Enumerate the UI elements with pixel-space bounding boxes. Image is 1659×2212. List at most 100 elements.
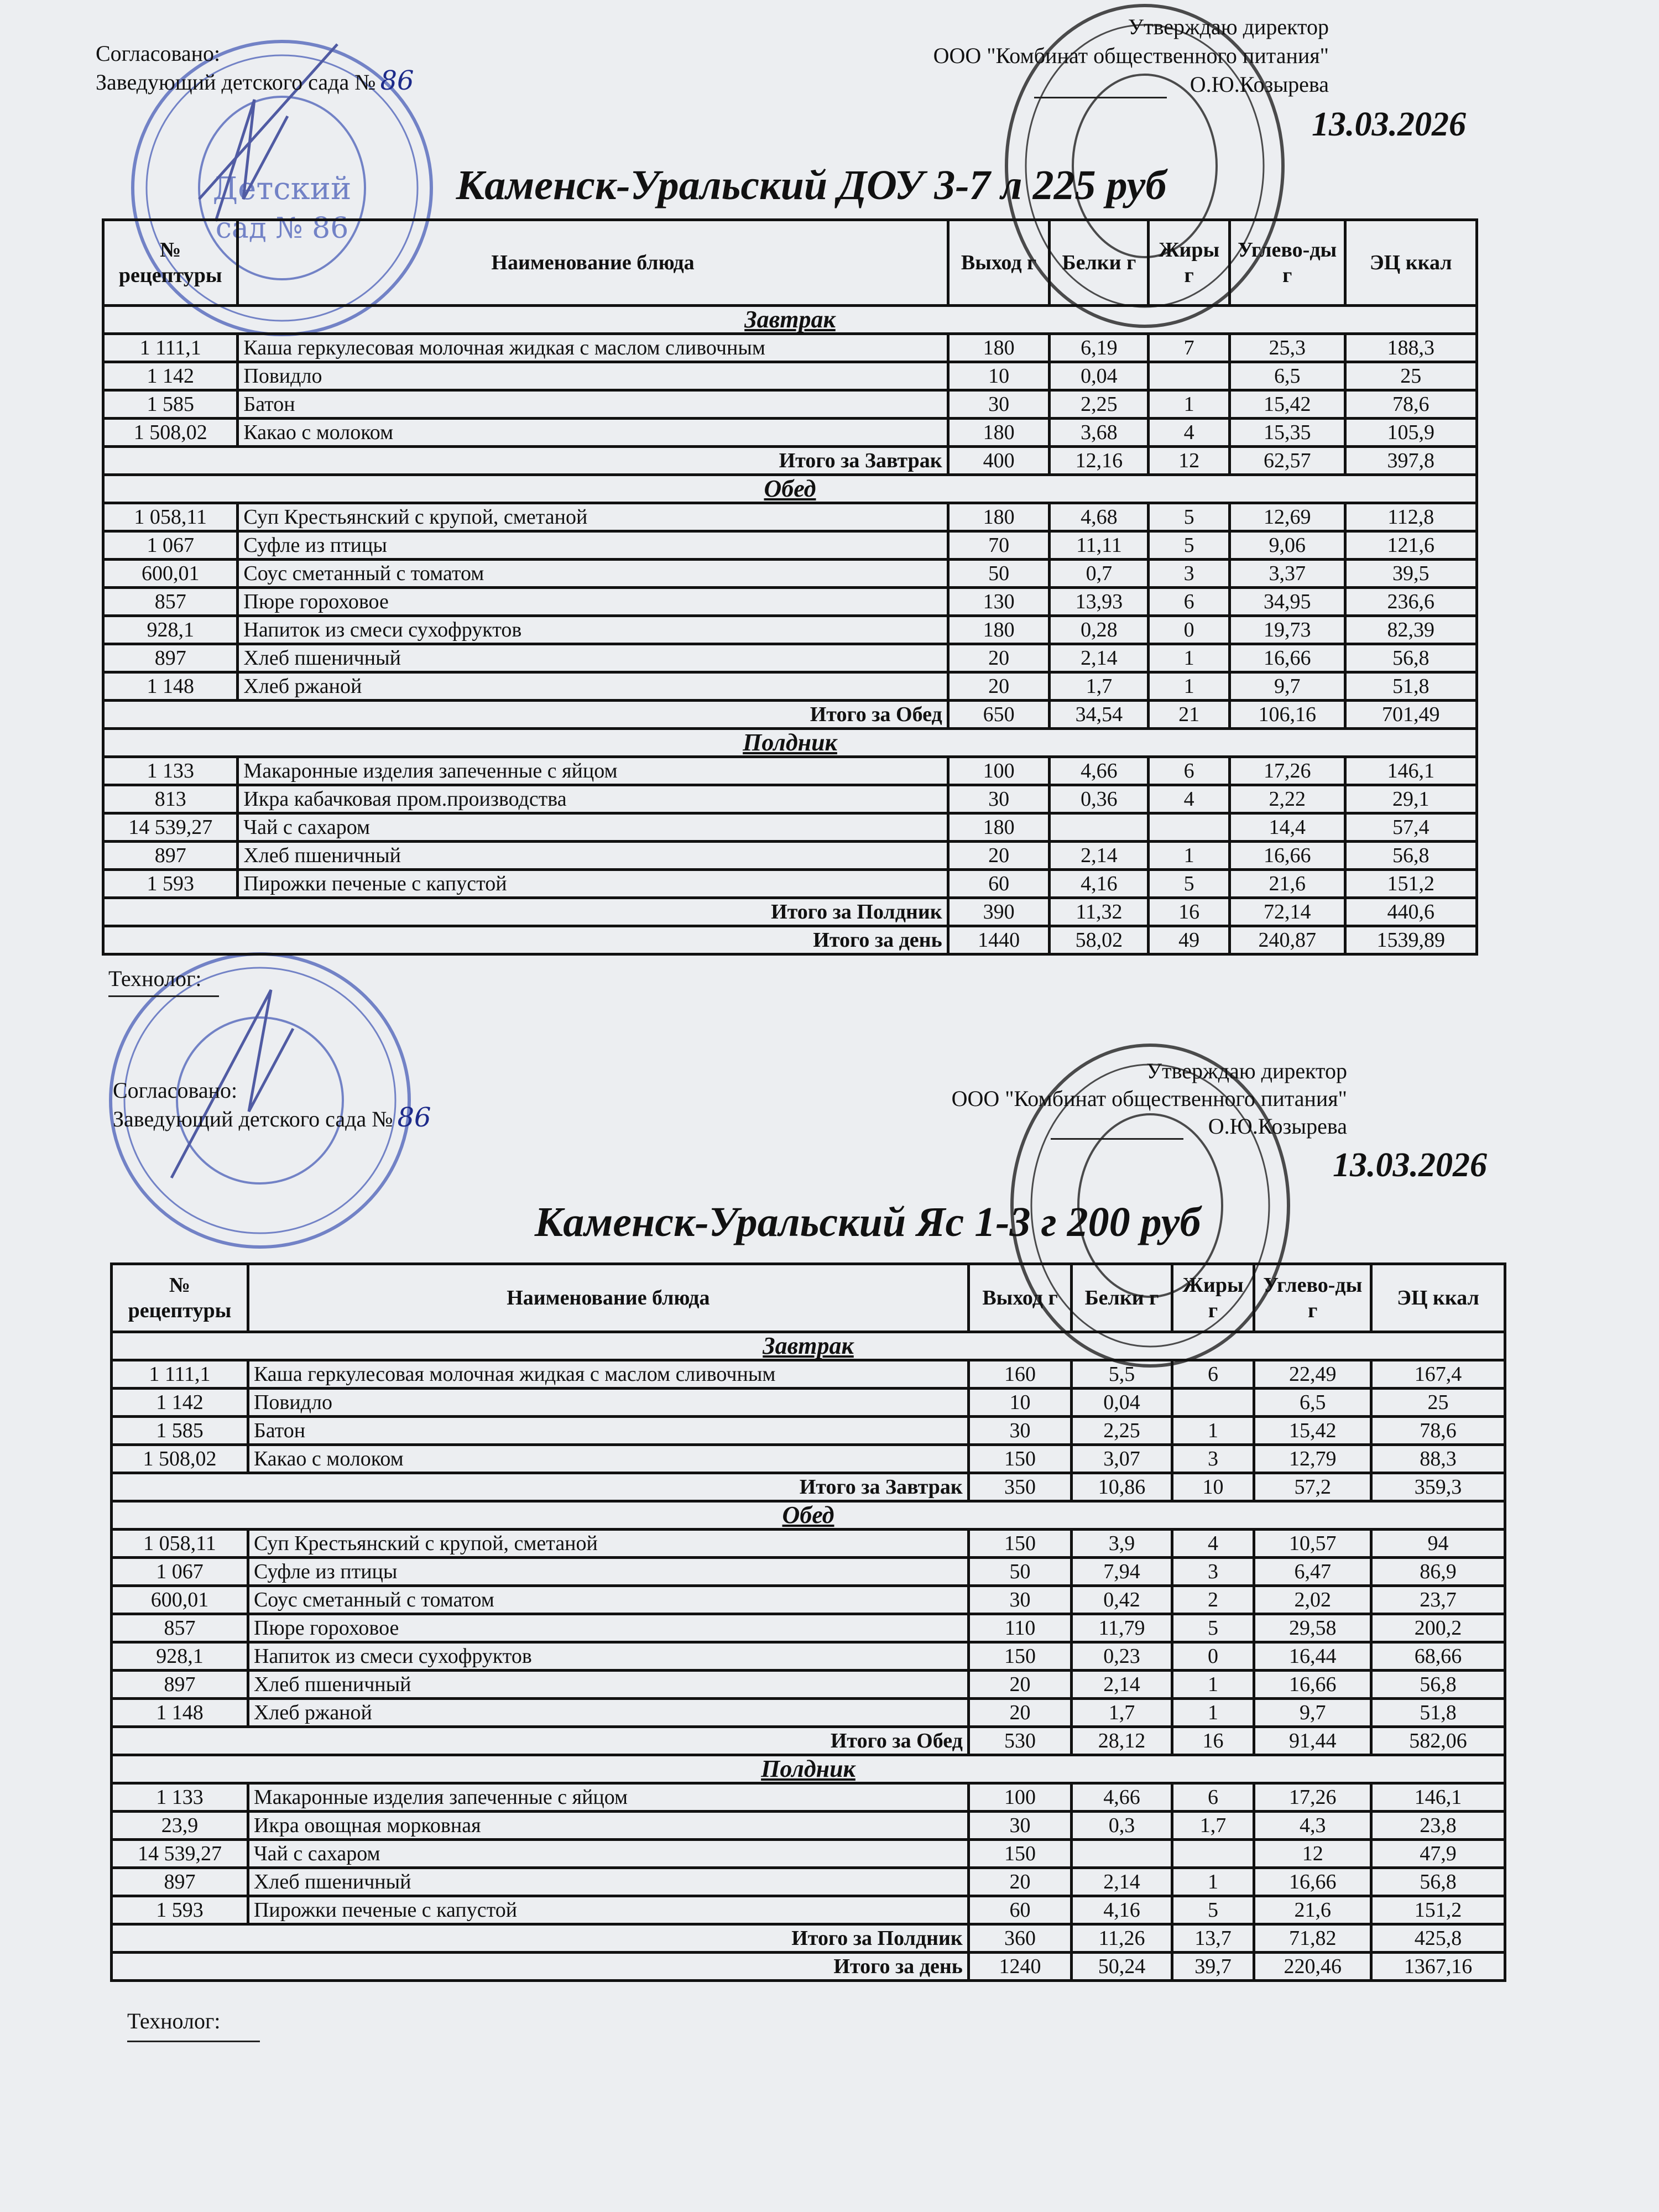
table-row: 1 111,1 Каша геркулесовая молочная жидкая… (101, 332, 1479, 363)
fat-cell: 6 (1147, 755, 1231, 786)
carbs-cell: 6,5 (1253, 1387, 1373, 1418)
dish-name: Суп Крестьянский с крупой, сметаной (236, 502, 950, 533)
dish-name: Соус сметанный с томатом (236, 558, 950, 589)
fat-cell: 1 (1170, 1697, 1256, 1728)
carbs-cell: 6,5 (1228, 361, 1347, 392)
kcal-cell: 25 (1343, 361, 1479, 392)
kcal-cell: 167,4 (1370, 1359, 1506, 1390)
stamp-center-text: Детский (213, 171, 352, 207)
fat-total: 10 (1170, 1472, 1256, 1503)
protein-cell: 0,7 (1048, 558, 1150, 589)
kcal-cell: 68,66 (1370, 1641, 1506, 1672)
dish-name: Икра кабачковая пром.производства (236, 784, 950, 815)
dish-name: Какао с молоком (236, 417, 950, 448)
technologist-signature-line (108, 995, 219, 997)
protein-cell: 5,5 (1070, 1359, 1173, 1390)
total-row: Итого за Обед 650 34,54 21 106,16 701,49 (102, 699, 1479, 730)
kcal-cell: 23,7 (1370, 1584, 1506, 1615)
dish-name: Чай с сахаром (236, 812, 950, 843)
dish-name: Напиток из смеси сухофруктов (236, 614, 950, 645)
recipe-number: 1 148 (101, 671, 239, 702)
dish-name: Хлеб пшеничный (246, 1669, 970, 1700)
carbs-total: 91,44 (1253, 1725, 1373, 1756)
out-cell: 50 (946, 558, 1051, 589)
protein-cell: 11,11 (1048, 530, 1150, 561)
out-total: 530 (967, 1725, 1073, 1756)
out-cell: 180 (946, 417, 1051, 448)
kcal-day-total: 1367,16 (1370, 1951, 1506, 1982)
kcal-cell: 56,8 (1343, 643, 1479, 674)
protein-cell: 0,3 (1070, 1810, 1173, 1841)
protein-cell: 13,93 (1048, 586, 1150, 617)
kcal-cell: 25 (1370, 1387, 1506, 1418)
table-row: 897 Хлеб пшеничный 20 2,14 1 16,66 56,8 (110, 1866, 1506, 1897)
out-cell: 10 (946, 361, 1051, 392)
table-row: 897 Хлеб пшеничный 20 2,14 1 16,66 56,8 (101, 643, 1479, 674)
recipe-number: 897 (110, 1866, 249, 1897)
section-title: Обед (764, 475, 816, 502)
carbs-cell: 17,26 (1253, 1782, 1373, 1813)
total-label: Итого за Полдник (102, 896, 950, 927)
org-name: ООО "Комбинат общественного питания" (951, 1086, 1347, 1111)
section-row: Завтрак (102, 304, 1478, 335)
header-row: № рецептуры Наименование блюда Выход г Белк… (110, 1262, 1506, 1333)
technologist-label: Технолог: (127, 2008, 221, 2033)
recipe-number: 1 058,11 (110, 1528, 249, 1559)
document-date: 13.03.2026 (1312, 106, 1466, 143)
table-row: 1 067 Суфле из птицы 50 7,94 3 6,47 86,9 (110, 1556, 1506, 1587)
table-row: 1 142 Повидло 10 0,04 6,5 25 (110, 1387, 1506, 1418)
day-total-label: Итого за день (102, 925, 950, 956)
recipe-number: 1 148 (110, 1697, 249, 1728)
dish-name: Повидло (246, 1387, 970, 1418)
total-label: Итого за Завтрак (102, 445, 950, 476)
kcal-total: 359,3 (1370, 1472, 1506, 1503)
dish-name: Напиток из смеси сухофруктов (246, 1641, 970, 1672)
carbs-cell: 17,26 (1228, 755, 1347, 786)
table-row: 600,01 Соус сметанный с томатом 50 0,7 3 3,37… (101, 558, 1479, 589)
carbs-cell: 9,7 (1228, 671, 1347, 702)
dish-name: Хлеб пшеничный (236, 643, 950, 674)
section-cell: Обед (110, 1500, 1506, 1531)
signature-line (1034, 97, 1167, 98)
fat-cell: 5 (1170, 1895, 1256, 1926)
out-cell: 30 (967, 1810, 1073, 1841)
kcal-cell: 146,1 (1343, 755, 1479, 786)
out-cell: 20 (946, 671, 1051, 702)
kcal-cell: 51,8 (1370, 1697, 1506, 1728)
column-header: Углево-ды г (1228, 218, 1347, 307)
table-row: 1 585 Батон 30 2,25 1 15,42 78,6 (110, 1415, 1506, 1446)
dish-name: Повидло (236, 361, 950, 392)
out-cell: 20 (967, 1866, 1073, 1897)
protein-cell: 11,79 (1070, 1613, 1173, 1644)
fat-cell: 1 (1170, 1669, 1256, 1700)
protein-cell: 4,16 (1048, 868, 1150, 899)
out-cell: 30 (946, 389, 1051, 420)
fat-cell (1170, 1838, 1256, 1869)
menu-table: № рецептуры Наименование блюда Выход г Белк… (110, 1262, 1506, 1982)
kcal-cell: 82,39 (1343, 614, 1479, 645)
table-row: 897 Хлеб пшеничный 20 2,14 1 16,66 56,8 (101, 840, 1479, 871)
out-cell: 150 (967, 1528, 1073, 1559)
agreed-label: Согласовано: (113, 1078, 238, 1103)
recipe-number: 1 111,1 (101, 332, 239, 363)
out-cell: 20 (967, 1697, 1073, 1728)
day-total-label: Итого за день (110, 1951, 970, 1982)
out-cell: 30 (967, 1415, 1073, 1446)
dish-name: Хлеб пшеничный (236, 840, 950, 871)
kcal-cell: 94 (1370, 1528, 1506, 1559)
menu-table: № рецептуры Наименование блюда Выход г Белк… (101, 218, 1479, 956)
recipe-number: 1 585 (110, 1415, 249, 1446)
day-total-row: Итого за день 1240 50,24 39,7 220,46 1367,16 (110, 1951, 1506, 1982)
carbs-cell: 21,6 (1228, 868, 1347, 899)
kcal-cell: 23,8 (1370, 1810, 1506, 1841)
carbs-cell: 14,4 (1228, 812, 1347, 843)
table-row: 14 539,27 Чай с сахаром 150 12 47,9 (110, 1838, 1506, 1869)
fat-total: 12 (1147, 445, 1231, 476)
out-cell: 150 (967, 1641, 1073, 1672)
protein-cell: 1,7 (1070, 1697, 1173, 1728)
fat-cell: 4 (1147, 784, 1231, 815)
kcal-cell: 56,8 (1370, 1669, 1506, 1700)
carbs-cell: 12,69 (1228, 502, 1347, 533)
table-row: 1 133 Макаронные изделия запеченные с яйц… (101, 755, 1479, 786)
total-label: Итого за Полдник (110, 1923, 970, 1954)
